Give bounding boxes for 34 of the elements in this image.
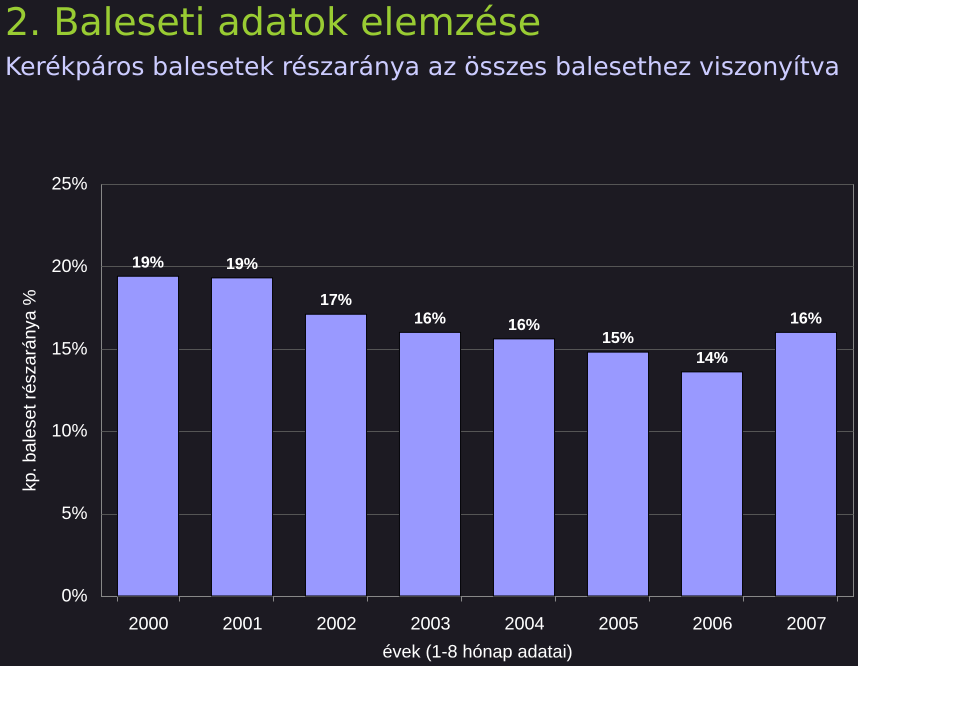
y-axis-title: kp. baleset részaránya % (19, 289, 40, 492)
x-tick-label: 2007 (786, 614, 827, 634)
x-tick-label: 2003 (410, 614, 451, 634)
bar (398, 332, 462, 596)
bar (586, 352, 650, 596)
chart-title: 2. Baleseti adatok elemzése (5, 0, 542, 44)
bar (210, 277, 274, 596)
data-label: 14% (696, 350, 728, 367)
y-tick-label: 5% (61, 503, 88, 524)
x-tick-label: 2004 (504, 614, 545, 634)
x-axis-title: évek (1-8 hónap adatai) (382, 642, 573, 662)
bar (680, 371, 744, 596)
chart-subtitle: Kerékpáros balesetek részaránya az összes balesethez viszonyítva (5, 52, 840, 81)
y-tick-label: 15% (51, 338, 88, 358)
bar (304, 314, 368, 596)
y-tick-label: 20% (51, 256, 88, 276)
data-label: 16% (790, 310, 822, 328)
data-label: 15% (602, 330, 634, 348)
y-tick-label: 10% (51, 420, 88, 441)
data-label: 19% (132, 254, 164, 272)
x-tick-label: 2000 (128, 614, 169, 634)
data-label: 16% (414, 310, 446, 328)
y-tick-label: 25% (51, 174, 88, 194)
data-label: 16% (508, 316, 540, 334)
x-tick-label: 2001 (222, 614, 263, 634)
x-tick-label: 2006 (692, 614, 733, 634)
x-tick-label: 2002 (316, 614, 357, 634)
bar (492, 338, 556, 596)
data-label: 19% (226, 256, 258, 273)
bar (116, 276, 180, 596)
x-tick-label: 2005 (598, 614, 639, 634)
y-tick-label: 0% (61, 586, 88, 606)
bar (774, 332, 838, 596)
data-label: 17% (320, 292, 352, 310)
